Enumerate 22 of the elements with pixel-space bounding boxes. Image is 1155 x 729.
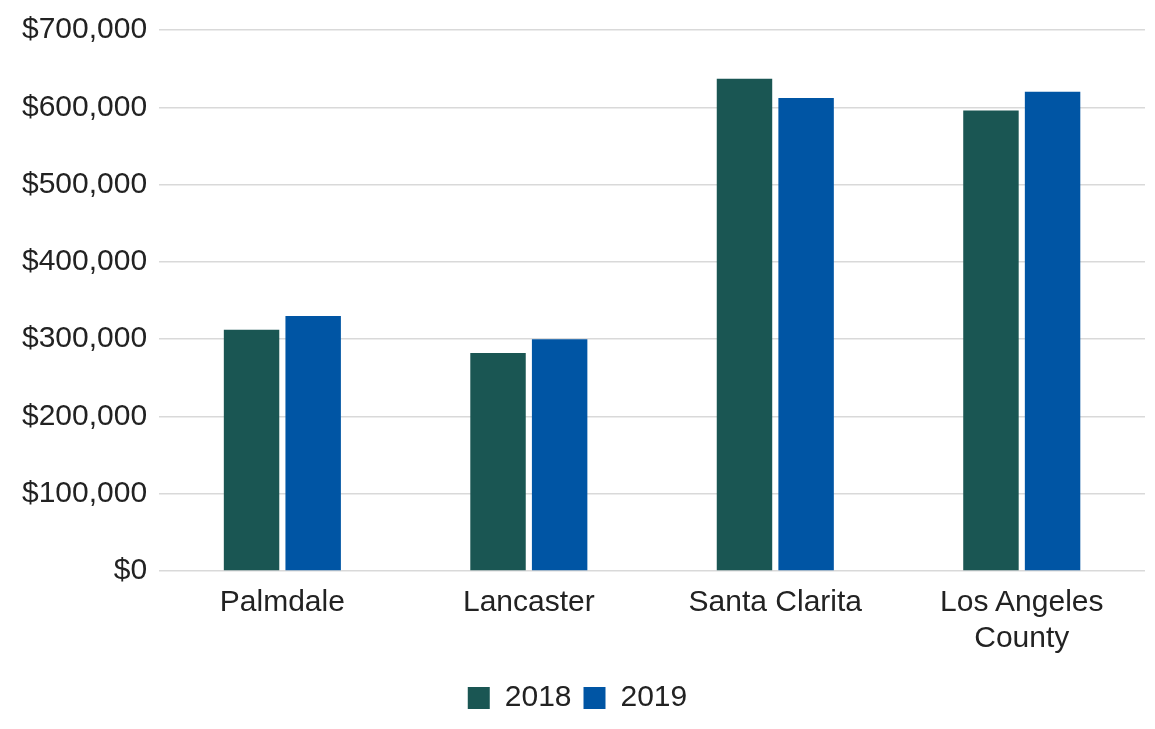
y-tick-label: $300,000 bbox=[21, 320, 148, 354]
y-tick-label: $200,000 bbox=[21, 397, 148, 431]
bar bbox=[285, 315, 341, 571]
legend-label: 2019 bbox=[620, 679, 688, 713]
x-tick-label: Lancaster bbox=[462, 584, 595, 618]
bar bbox=[963, 110, 1019, 571]
y-tick-label: $100,000 bbox=[21, 474, 148, 508]
bar bbox=[531, 339, 588, 571]
x-tick-label: Santa Clarita bbox=[688, 584, 863, 618]
legend-label: 2018 bbox=[504, 679, 572, 713]
y-tick-label: $0 bbox=[113, 552, 148, 586]
bar bbox=[778, 98, 834, 571]
x-tick-label: Palmdale bbox=[219, 584, 345, 618]
bar bbox=[223, 329, 280, 571]
bar bbox=[1024, 91, 1081, 571]
bar bbox=[470, 353, 526, 571]
y-tick-label: $700,000 bbox=[21, 11, 148, 45]
y-tick-label: $600,000 bbox=[21, 88, 148, 122]
bar bbox=[716, 78, 773, 571]
y-tick-label: $400,000 bbox=[21, 243, 148, 277]
y-tick-label: $500,000 bbox=[21, 165, 148, 199]
x-tick-label: Los Angeles County bbox=[940, 584, 1104, 654]
